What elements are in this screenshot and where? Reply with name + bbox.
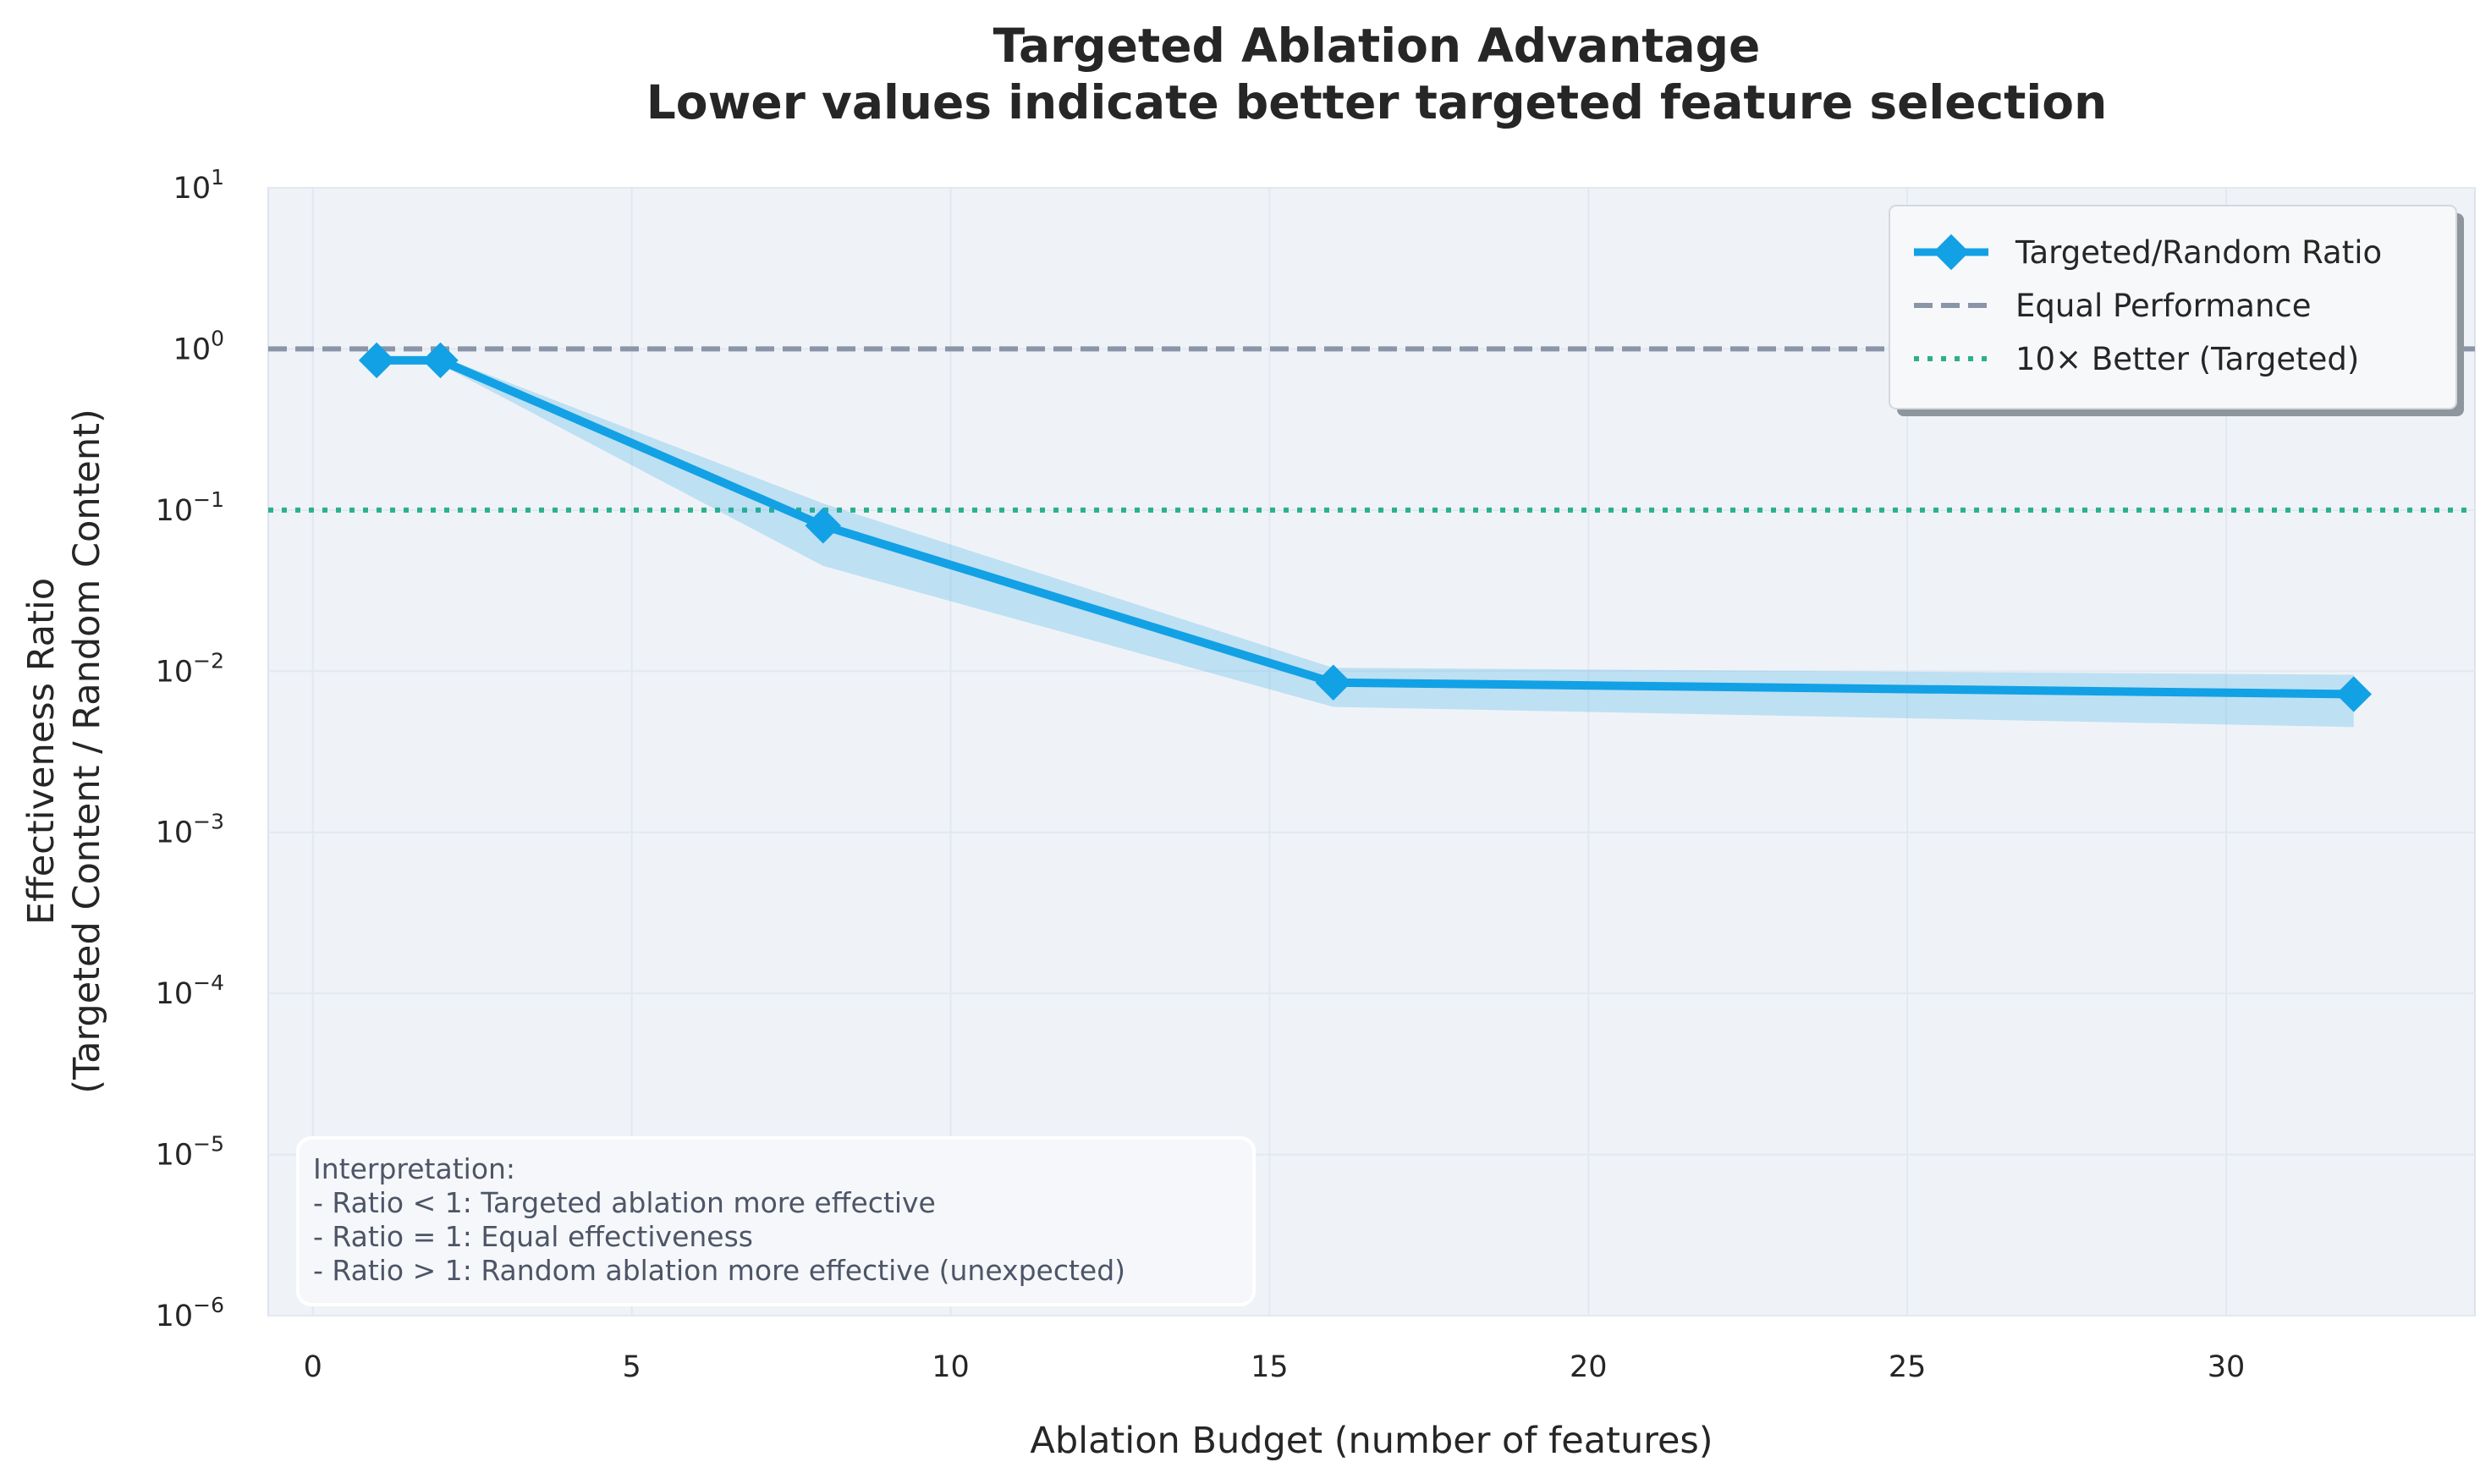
interpretation-line-2: - Ratio < 1: Targeted ablation more effe…	[313, 1186, 936, 1219]
y-tick-label: 10−3	[156, 810, 224, 850]
y-tick-label: 10−1	[156, 487, 224, 528]
legend-label-10x: 10× Better (Targeted)	[2015, 341, 2359, 377]
x-tick-label: 15	[1251, 1350, 1289, 1384]
interpretation-box: Interpretation: - Ratio < 1: Targeted ab…	[296, 1136, 1256, 1306]
legend-label-equal: Equal Performance	[2015, 288, 2312, 324]
x-axis-label: Ablation Budget (number of features)	[1030, 1420, 1713, 1462]
y-axis-label-line1: Effectiveness Ratio	[20, 578, 63, 925]
x-ticks: 0 5 10 15 20 25 30	[304, 1350, 2246, 1384]
y-ticks: 101 100 10−1 10−2 10−3 10−4 10−5 10−6	[156, 165, 224, 1333]
x-tick-label: 10	[932, 1350, 970, 1384]
interpretation-line-3: - Ratio = 1: Equal effectiveness	[313, 1220, 753, 1253]
chart-subtitle: Lower values indicate better targeted fe…	[646, 75, 2107, 129]
x-tick-label: 30	[2208, 1350, 2246, 1384]
interpretation-line-1: Interpretation:	[313, 1152, 515, 1185]
y-tick-label: 10−5	[156, 1132, 224, 1173]
x-tick-label: 25	[1889, 1350, 1927, 1384]
reference-lines	[268, 346, 2475, 513]
interpretation-line-4: - Ratio > 1: Random ablation more effect…	[313, 1254, 1125, 1287]
chart-title: Targeted Ablation Advantage	[993, 19, 1761, 73]
y-tick-label: 10−2	[156, 648, 224, 689]
y-tick-label: 10−4	[156, 970, 224, 1011]
x-tick-label: 5	[623, 1350, 641, 1384]
x-tick-label: 20	[1570, 1350, 1608, 1384]
y-tick-label: 10−6	[156, 1293, 224, 1333]
x-tick-label: 0	[304, 1350, 322, 1384]
interpretation-background	[296, 1136, 1256, 1306]
y-axis-label-line2: (Targeted Content / Random Content)	[66, 409, 108, 1094]
y-tick-label: 100	[173, 326, 224, 366]
legend: Targeted/Random Ratio Equal Performance …	[1889, 205, 2464, 416]
data-point	[1315, 664, 1351, 701]
y-tick-label: 101	[173, 165, 224, 206]
legend-box	[1889, 205, 2457, 409]
legend-label-ratio: Targeted/Random Ratio	[2015, 234, 2382, 271]
data-point	[358, 342, 395, 379]
